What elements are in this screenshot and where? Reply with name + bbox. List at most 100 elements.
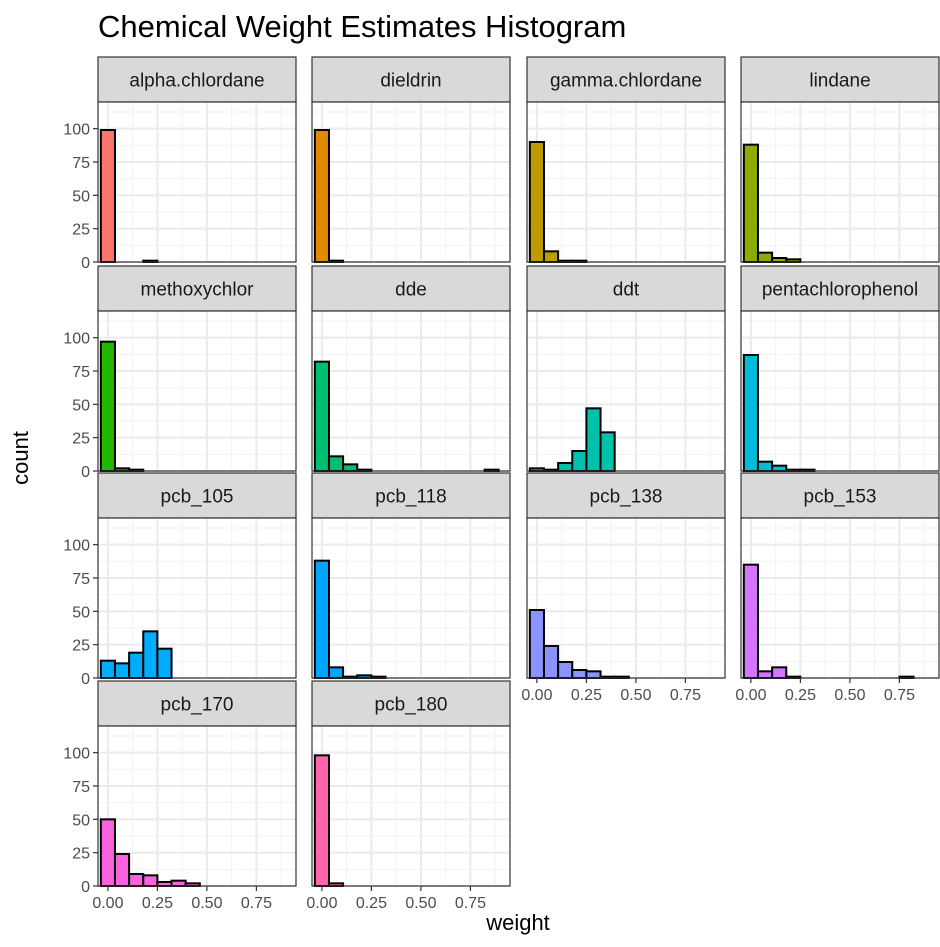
histogram-bar	[557, 462, 574, 472]
x-tick-label: 0.25	[356, 895, 387, 912]
panel-border	[97, 725, 297, 887]
facet-strip-label: lindane	[809, 71, 870, 92]
panel-border	[740, 101, 940, 263]
facet-strip-label: dieldrin	[380, 71, 441, 92]
histogram-bar	[113, 853, 131, 887]
histogram-bar	[585, 407, 602, 473]
facet-strip	[526, 265, 726, 312]
histogram-bar	[557, 661, 574, 679]
panel-background	[312, 518, 510, 678]
facet-strip	[97, 472, 297, 519]
facet-strip	[740, 265, 940, 312]
panel-border	[740, 310, 940, 472]
facet-strip-label: ddt	[613, 280, 640, 301]
y-tick-label: 50	[72, 812, 90, 829]
y-tick-label: 50	[72, 397, 90, 414]
y-tick-label: 75	[72, 779, 90, 796]
facet-strip-label: alpha.chlordane	[129, 71, 264, 92]
y-tick-label: 75	[72, 155, 90, 172]
histogram-bar	[342, 463, 359, 473]
facet-strip	[311, 56, 511, 103]
y-tick-label: 0	[81, 671, 90, 688]
facet-panel-dde: dde	[311, 265, 511, 473]
y-tick-label: 0	[81, 464, 90, 481]
panel-border	[311, 517, 511, 679]
panel-background	[98, 102, 296, 262]
x-tick-label: 0.75	[241, 895, 272, 912]
histogram-bar	[599, 431, 616, 473]
histogram-bar	[113, 662, 131, 679]
histogram-bar	[128, 873, 145, 887]
facet-panel-pcb_170: pcb_170 0 25 50 75 100 0.00 0.25 0.50 0.75	[63, 680, 297, 912]
facet-panel-pcb_105: pcb_105 0 25 50 75 100	[63, 472, 297, 688]
histogram-bar	[313, 129, 330, 263]
x-tick-label: 0.00	[92, 895, 123, 912]
facet-strip-label: pcb_138	[590, 487, 663, 508]
facet-strip-label: pcb_118	[375, 487, 447, 508]
facet-panel-methoxychlor: methoxychlor 0 25 50 75 100	[63, 265, 297, 481]
facet-strip	[526, 472, 726, 519]
histogram-bar	[142, 874, 159, 887]
y-tick-label: 25	[72, 846, 90, 863]
facet-strip-label: pcb_170	[161, 695, 234, 716]
panel-border	[311, 725, 511, 887]
histogram-bar	[528, 609, 545, 679]
histogram-bar	[585, 670, 602, 679]
facet-strip-label: pcb_153	[804, 487, 877, 508]
x-tick-label: 0.50	[834, 687, 865, 704]
x-tick-label: 0.25	[571, 687, 602, 704]
histogram-bar	[756, 460, 774, 472]
y-tick-label: 25	[72, 222, 90, 239]
histogram-bar	[99, 818, 116, 887]
histogram-bar	[313, 360, 330, 472]
facet-panel-ddt: ddt	[526, 265, 726, 473]
x-axis-title: weight	[485, 910, 550, 935]
panel-border	[97, 310, 297, 472]
chart-title: Chemical Weight Estimates Histogram	[98, 9, 626, 44]
facet-strip	[740, 56, 940, 103]
histogram-bar	[742, 563, 759, 680]
y-tick-label: 50	[72, 188, 90, 205]
x-tick-label: 0.25	[142, 895, 173, 912]
x-tick-label: 0.00	[521, 687, 552, 704]
histogram-bar	[156, 647, 173, 680]
y-tick-label: 100	[63, 122, 90, 139]
facet-strip	[97, 56, 297, 103]
x-tick-label: 0.75	[670, 687, 701, 704]
histogram-bar	[742, 143, 759, 264]
histogram-bar	[327, 666, 345, 679]
x-tick-label: 0.75	[884, 687, 915, 704]
facet-strip	[97, 680, 297, 727]
facet-strip-label: gamma.chlordane	[550, 71, 702, 92]
facet-strip-label: pentachlorophenol	[762, 280, 918, 301]
histogram-bar	[313, 754, 330, 887]
histogram-bar	[170, 879, 187, 888]
histogram-bar	[327, 455, 345, 473]
y-tick-label: 100	[63, 538, 90, 555]
facet-panel-pcb_138: pcb_138 0.00 0.25 0.50 0.75	[521, 472, 726, 704]
facet-panel-pcb_118: pcb_118	[311, 472, 511, 680]
histogram-bar	[742, 354, 759, 472]
panel-border	[311, 310, 511, 472]
facet-panel-pcb_180: pcb_180 0.00 0.25 0.50 0.75	[306, 680, 511, 912]
y-tick-label: 0	[81, 879, 90, 896]
histogram-bar	[99, 129, 116, 263]
histogram-bar	[571, 450, 588, 472]
facet-panel-pentachlorophenol: pentachlorophenol	[740, 265, 940, 472]
facet-strip-label: pcb_180	[375, 695, 448, 716]
x-tick-label: 0.00	[306, 895, 337, 912]
y-axis-title: count	[8, 431, 33, 485]
panel-background	[741, 102, 939, 262]
panel-background	[98, 311, 296, 471]
facet-strip	[740, 472, 940, 519]
x-tick-label: 0.50	[405, 895, 436, 912]
x-tick-label: 0.75	[455, 895, 486, 912]
facet-panel-gamma.chlordane: gamma.chlordane	[526, 56, 726, 263]
x-tick-label: 0.00	[735, 687, 766, 704]
facet-strip-label: methoxychlor	[141, 280, 255, 301]
facet-panel-alpha.chlordane: alpha.chlordane 0 25 50 75 100	[63, 56, 297, 272]
panel-border	[526, 310, 726, 472]
y-tick-label: 25	[72, 638, 90, 655]
